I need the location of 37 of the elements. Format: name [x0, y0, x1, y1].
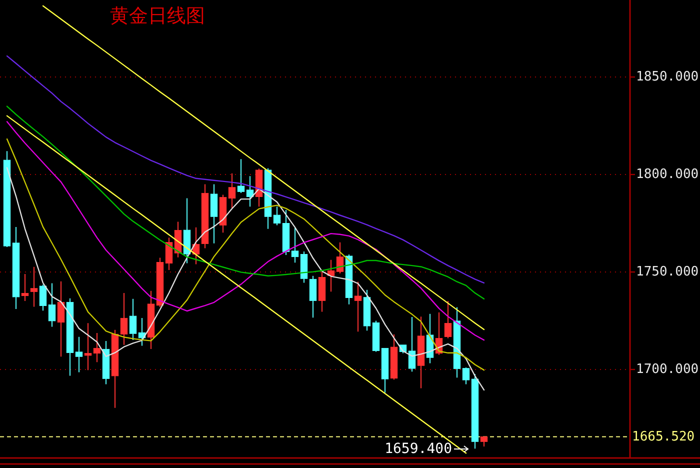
line-series — [42, 5, 485, 330]
candlestick — [246, 176, 254, 208]
candlestick — [444, 300, 452, 339]
line-series — [6, 106, 485, 300]
candlestick — [48, 282, 56, 328]
line-series — [6, 167, 485, 391]
candlestick — [354, 281, 362, 332]
candlestick — [417, 316, 425, 389]
chart-title: 黄金日线图 — [110, 5, 205, 27]
ref-line-label: 1665.520 — [632, 429, 695, 444]
candlestick — [165, 237, 173, 271]
candlestick — [93, 332, 101, 363]
candlestick — [12, 226, 20, 310]
line-series — [6, 138, 485, 371]
candlestick — [120, 292, 128, 346]
line-series — [6, 55, 485, 284]
line-series — [6, 115, 467, 454]
candlestick — [21, 273, 29, 302]
candlestick — [147, 290, 155, 350]
candlestick — [57, 280, 65, 358]
candlestick — [228, 172, 236, 209]
annotation: 1659.400 — [384, 440, 452, 457]
candlestick — [210, 184, 218, 244]
line-series — [6, 121, 485, 341]
y-tick-label: 1800.000 — [636, 167, 699, 182]
candlestick — [309, 275, 317, 318]
annotation: 1659.400 — [384, 440, 469, 457]
candlestick — [30, 266, 38, 308]
candlestick — [282, 209, 290, 256]
candlestick — [102, 340, 110, 385]
candlestick — [183, 198, 191, 264]
y-tick-label: 1750.000 — [636, 264, 699, 280]
y-tick-label: 1850.000 — [636, 70, 699, 85]
candlestick — [84, 322, 92, 371]
candlestick — [75, 336, 83, 373]
candlestick — [291, 226, 299, 264]
y-tick-label: 1700.000 — [636, 362, 699, 378]
